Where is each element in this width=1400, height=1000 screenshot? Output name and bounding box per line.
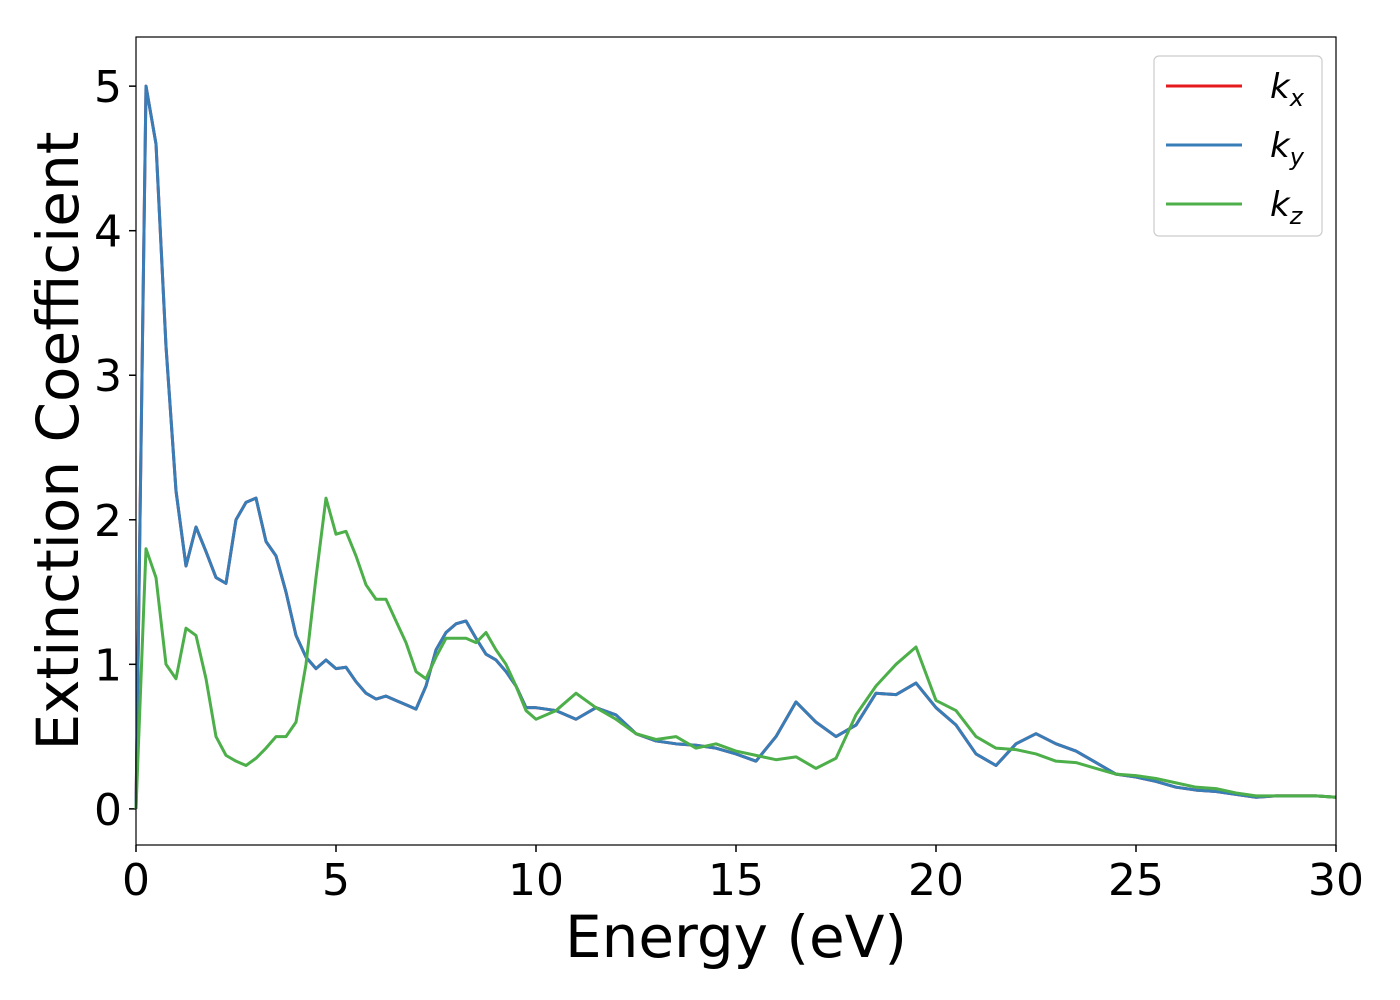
- series-line: [134, 496, 1337, 809]
- x-tick-label: 0: [122, 855, 150, 906]
- legend: kx ky kz: [1153, 55, 1323, 237]
- legend-label: kx: [1270, 67, 1305, 112]
- y-tick-label: 0: [94, 785, 122, 836]
- series-line: [134, 84, 1337, 809]
- x-tick-label: 25: [1108, 855, 1164, 906]
- x-tick-label: 15: [708, 855, 764, 906]
- y-tick-label: 1: [94, 640, 122, 691]
- x-tick-label: 10: [508, 855, 564, 906]
- plot-frame: [135, 36, 1337, 846]
- x-axis-label: Energy (eV): [565, 903, 907, 971]
- y-tick-label: 3: [94, 351, 122, 402]
- legend-label: kz: [1270, 185, 1304, 230]
- x-tick-label: 30: [1308, 855, 1364, 906]
- x-tick-label: 20: [908, 855, 964, 906]
- y-tick-label: 4: [94, 207, 122, 258]
- legend-label: ky: [1270, 126, 1305, 171]
- x-tick-label: 5: [322, 855, 350, 906]
- y-axis-label: Extinction Coefficient: [24, 132, 92, 751]
- y-tick-label: 2: [94, 496, 122, 547]
- y-tick-label: 5: [94, 62, 122, 113]
